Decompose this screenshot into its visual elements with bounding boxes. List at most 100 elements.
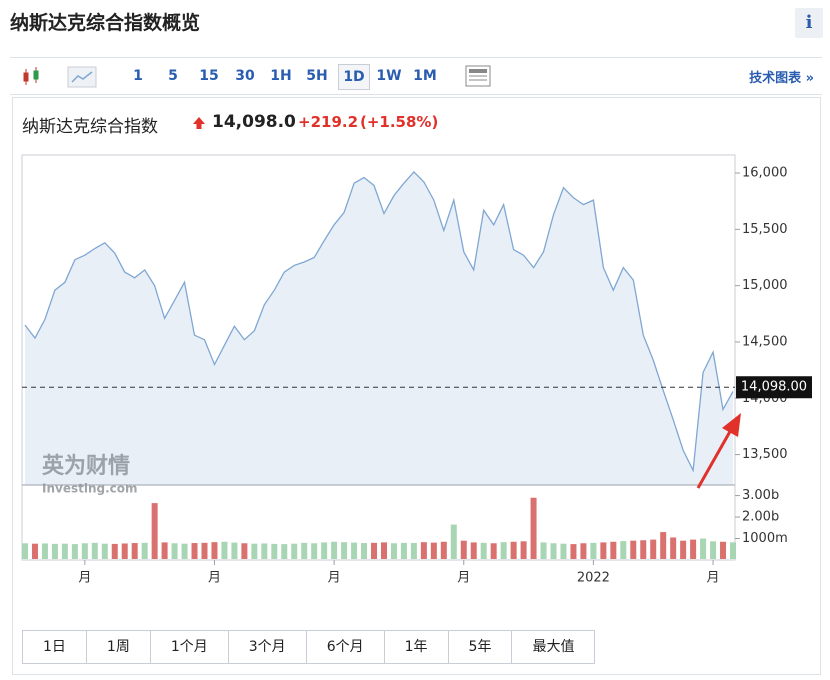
interval-button[interactable]: 1M xyxy=(413,68,437,84)
y-tick-label: 15,500 xyxy=(742,222,788,237)
volume-bar xyxy=(550,543,557,559)
volume-bar xyxy=(181,543,188,559)
volume-bar xyxy=(121,543,128,559)
volume-bar xyxy=(460,540,467,559)
interval-button[interactable]: 1W xyxy=(376,68,402,84)
toolbar: 1 5 15 30 1H 5H 1D 1W 1M 技术图表 » xyxy=(10,57,822,95)
interval-button[interactable]: 5 xyxy=(168,68,178,84)
watermark-en: Investing.com xyxy=(42,482,138,496)
volume-bar xyxy=(630,540,637,559)
x-tick-label: 月 xyxy=(78,571,91,586)
volume-bar xyxy=(470,542,477,559)
table-icon[interactable] xyxy=(462,63,494,89)
quote-percent: (+1.58%) xyxy=(360,113,439,131)
volume-bar xyxy=(261,543,268,559)
up-arrow xyxy=(193,117,205,129)
interval-button[interactable]: 1 xyxy=(133,68,143,84)
range-button[interactable]: 5年 xyxy=(449,631,513,663)
volume-bar xyxy=(31,543,38,559)
volume-bar xyxy=(151,503,158,559)
volume-bar xyxy=(510,541,517,559)
x-tick-label: 月 xyxy=(457,571,470,586)
plot-frame xyxy=(21,154,736,561)
range-button[interactable]: 1年 xyxy=(385,631,449,663)
volume-bar xyxy=(71,544,78,559)
volume-bar xyxy=(420,542,427,559)
last-price-box xyxy=(736,376,812,399)
volume-bar xyxy=(660,532,667,559)
volume-bar xyxy=(281,544,288,559)
chart-panel xyxy=(12,97,821,675)
volume-bar xyxy=(490,543,497,559)
y-tick-label: 14,500 xyxy=(742,334,788,349)
info-button[interactable]: i xyxy=(795,8,823,38)
chart-type-icons[interactable] xyxy=(20,65,100,89)
last-price-label: 14,098.00 xyxy=(741,380,807,395)
interval-button[interactable]: 1D xyxy=(338,64,370,90)
volume-bar xyxy=(171,543,178,559)
volume-bar xyxy=(570,544,577,559)
volume-bar xyxy=(301,542,308,559)
watermark-cn: 英为财情 xyxy=(42,453,130,479)
quote-price: 14,098.0 xyxy=(212,112,296,132)
volume-bar xyxy=(720,541,727,559)
volume-bar xyxy=(390,543,397,559)
volume-bar xyxy=(61,543,68,559)
volume-bar xyxy=(730,542,736,559)
page-title: 纳斯达克综合指数概览 xyxy=(10,12,201,34)
tech-chart-link[interactable]: 技术图表 » xyxy=(749,71,814,86)
volume-bar xyxy=(690,539,697,559)
volume-bar xyxy=(450,524,457,559)
range-button[interactable]: 最大值 xyxy=(532,639,575,655)
volume-bar xyxy=(321,542,328,559)
volume-bar xyxy=(341,542,348,559)
volume-bar xyxy=(710,541,717,559)
annotation-arrow xyxy=(696,427,734,489)
area xyxy=(25,171,733,485)
volume-bar xyxy=(650,539,657,559)
interval-button[interactable]: 30 xyxy=(235,68,255,84)
x-tick-label: 2022 xyxy=(577,571,610,586)
volume-bar xyxy=(380,542,387,559)
volume-bar xyxy=(600,542,607,559)
y-tick-label: 3.00b xyxy=(742,488,779,503)
volume-bar xyxy=(620,541,627,559)
volume-bar xyxy=(191,543,198,559)
volume-bar xyxy=(141,542,148,559)
price-line xyxy=(24,170,734,473)
volume-bar xyxy=(91,542,98,559)
volume-bar xyxy=(51,543,58,559)
volume-bar xyxy=(271,543,278,559)
volume-bar xyxy=(530,497,537,559)
volume-bar xyxy=(371,542,378,559)
volume-bar xyxy=(81,543,88,559)
y-tick-label: 13,500 xyxy=(742,447,788,462)
quote-name: 纳斯达克综合指数 xyxy=(22,117,158,137)
range-group: 1日 1周 1个月 3个月 6个月 1年 5年 最大值 xyxy=(22,630,596,664)
range-button[interactable]: 3个月 xyxy=(229,631,307,663)
volume-bar xyxy=(251,543,258,559)
volume-bar xyxy=(41,543,48,559)
volume-bar xyxy=(361,543,368,559)
y-tick-label: 2.00b xyxy=(742,510,779,525)
volume-bar xyxy=(400,542,407,559)
volume-bar xyxy=(500,542,507,559)
interval-button[interactable]: 15 xyxy=(199,68,219,84)
volume-bar xyxy=(231,542,238,559)
volume-bar xyxy=(211,542,218,559)
range-button[interactable]: 6个月 xyxy=(307,631,385,663)
volume-bar xyxy=(580,543,587,559)
volume-bar xyxy=(540,542,547,559)
volume-bar xyxy=(480,542,487,559)
volume-bar xyxy=(241,543,248,559)
volume-bar xyxy=(111,543,118,559)
quote-change: +219.2 xyxy=(298,113,359,131)
range-button[interactable]: 1个月 xyxy=(151,631,229,663)
interval-button[interactable]: 5H xyxy=(306,68,328,84)
interval-button[interactable]: 1H xyxy=(270,68,292,84)
range-button[interactable]: 1日 xyxy=(23,631,87,663)
range-button[interactable]: 1周 xyxy=(87,631,151,663)
volume-bar xyxy=(101,543,108,559)
y-tick-label: 15,000 xyxy=(742,278,788,293)
